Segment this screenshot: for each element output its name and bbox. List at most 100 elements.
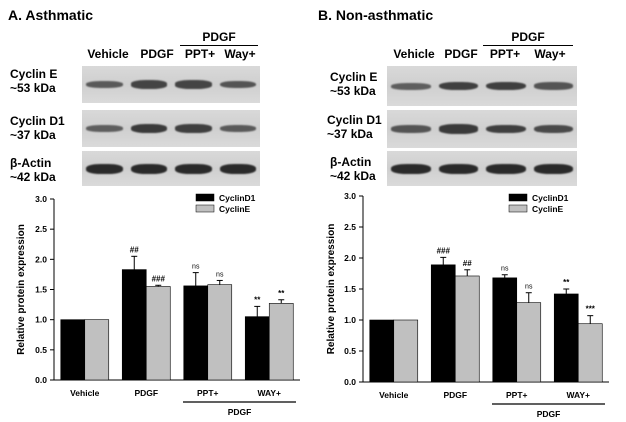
significance-label: ns bbox=[525, 284, 533, 291]
blot-band bbox=[533, 124, 573, 134]
lane-label-way: Way+ bbox=[224, 47, 256, 61]
lane-label-way: Way+ bbox=[534, 47, 566, 61]
bar-cyclind1 bbox=[121, 269, 147, 381]
bar-cycline bbox=[145, 286, 171, 381]
y-tick-label: 2.5 bbox=[344, 222, 356, 232]
panel-title: B. Non-asthmatic bbox=[318, 7, 434, 23]
bar-cyclind1 bbox=[244, 316, 270, 381]
lane-group-line bbox=[180, 45, 258, 46]
significance-label: ## bbox=[130, 245, 139, 254]
significance-label: ns bbox=[501, 266, 509, 273]
blot-band bbox=[86, 125, 123, 132]
legend-label-cyclind1: CyclinD1 bbox=[219, 193, 256, 203]
blot-band bbox=[391, 125, 431, 133]
x-tick-label: PDGF bbox=[443, 390, 467, 400]
legend-swatch-cycline bbox=[195, 204, 215, 213]
blot-band bbox=[175, 163, 212, 174]
significance-label: ns bbox=[192, 264, 200, 271]
blot-band bbox=[130, 163, 167, 174]
bar-cycline bbox=[268, 303, 294, 381]
group-bracket-label: PDGF bbox=[228, 407, 252, 417]
significance-label: ## bbox=[463, 259, 472, 268]
legend-label-cycline: CyclinE bbox=[532, 204, 564, 214]
legend-label-cyclind1: CyclinD1 bbox=[532, 193, 569, 203]
blot-band bbox=[391, 82, 431, 90]
bar-cycline bbox=[393, 319, 419, 383]
legend-label-cycline: CyclinE bbox=[219, 204, 251, 214]
legend-swatch-cyclind1 bbox=[508, 193, 528, 202]
significance-label: ### bbox=[437, 246, 451, 255]
lane-label-vehicle: Vehicle bbox=[393, 47, 435, 61]
western-blot-beta-actin bbox=[387, 151, 577, 186]
blot-label-beta-actin: β-Actin ~42 kDa bbox=[10, 156, 56, 184]
blot-band bbox=[219, 163, 256, 174]
lane-label-ppt: PPT+ bbox=[184, 47, 216, 61]
x-tick-label: Vehicle bbox=[70, 388, 100, 398]
bar-cyclind1 bbox=[492, 277, 518, 383]
y-axis-label: Relative protein expression bbox=[16, 224, 27, 355]
y-tick-label: 1.0 bbox=[344, 315, 356, 325]
y-tick-label: 1.5 bbox=[344, 284, 356, 294]
lane-group-line bbox=[483, 45, 573, 46]
blot-band bbox=[86, 163, 123, 174]
blot-band bbox=[486, 124, 526, 134]
blot-band bbox=[219, 124, 256, 133]
panel-non-asthmatic: B. Non-asthmatic PDGF Vehicle PDGF PPT+ … bbox=[313, 0, 626, 422]
blot-band bbox=[533, 82, 573, 90]
y-tick-label: 1.5 bbox=[35, 285, 47, 295]
lane-group-label: PDGF bbox=[202, 30, 236, 44]
y-tick-label: 3.0 bbox=[344, 191, 356, 201]
blot-band bbox=[438, 124, 478, 134]
bar-cycline bbox=[454, 275, 480, 383]
bar-cyclind1 bbox=[369, 319, 395, 383]
bar-chart-asthmatic: 0.0 0.5 1.0 1.5 2.0 2.5 3.0 Relative protein ex… bbox=[16, 193, 300, 417]
blot-band bbox=[486, 81, 526, 91]
panel-title: A. Asthmatic bbox=[8, 7, 94, 23]
blot-band bbox=[533, 163, 573, 174]
x-tick-label: PDGF bbox=[134, 388, 158, 398]
y-tick-label: 0.5 bbox=[35, 345, 47, 355]
group-bracket-label: PDGF bbox=[537, 409, 561, 419]
bar-cycline bbox=[207, 284, 233, 381]
significance-label: *** bbox=[586, 305, 596, 314]
x-tick-label: PPT+ bbox=[197, 388, 219, 398]
y-tick-label: 0.0 bbox=[344, 377, 356, 387]
y-tick-label: 0.5 bbox=[344, 346, 356, 356]
bar-chart-non-asthmatic: 0.0 0.5 1.0 1.5 2.0 2.5 3.0 Relative protein ex… bbox=[326, 191, 609, 419]
y-tick-label: 2.0 bbox=[35, 254, 47, 264]
lane-label-pdgf: PDGF bbox=[140, 47, 174, 61]
y-tick-label: 3.0 bbox=[35, 194, 47, 204]
western-blot-cyclin-d1 bbox=[82, 110, 260, 147]
western-blot-beta-actin bbox=[82, 151, 260, 186]
bar-cyclind1 bbox=[430, 264, 456, 383]
bar-cyclind1 bbox=[183, 285, 209, 381]
bar-cyclind1 bbox=[60, 319, 86, 381]
legend-swatch-cyclind1 bbox=[195, 193, 215, 202]
y-axis-label: Relative protein expression bbox=[326, 224, 337, 355]
western-blot-cyclin-d1 bbox=[387, 110, 577, 148]
y-tick-label: 2.5 bbox=[35, 224, 47, 234]
bar-cycline bbox=[84, 319, 110, 381]
blot-band bbox=[130, 80, 167, 89]
significance-label: ** bbox=[254, 295, 261, 304]
significance-label: ** bbox=[563, 278, 570, 287]
lane-label-vehicle: Vehicle bbox=[87, 47, 129, 61]
significance-label: ** bbox=[278, 289, 285, 298]
blot-band bbox=[219, 80, 256, 89]
x-tick-label: WAY+ bbox=[566, 390, 590, 400]
significance-label: ### bbox=[152, 274, 166, 283]
blot-label-beta-actin: β-Actin ~42 kDa bbox=[330, 155, 376, 183]
blot-label-cyclin-d1: Cyclin D1 ~37 kDa bbox=[327, 113, 382, 141]
x-tick-label: WAY+ bbox=[257, 388, 281, 398]
panel-asthmatic: A. Asthmatic PDGF Vehicle PDGF PPT+ Way+… bbox=[8, 7, 300, 417]
lane-label-ppt: PPT+ bbox=[489, 47, 521, 61]
lane-label-pdgf: PDGF bbox=[444, 47, 478, 61]
blot-band bbox=[391, 163, 431, 174]
x-tick-label: Vehicle bbox=[379, 390, 409, 400]
lane-group-label: PDGF bbox=[511, 30, 545, 44]
blot-band bbox=[86, 80, 123, 89]
bar-cycline bbox=[516, 302, 542, 383]
significance-label: ns bbox=[216, 271, 224, 278]
blot-band bbox=[175, 80, 212, 89]
blot-band bbox=[486, 163, 526, 174]
